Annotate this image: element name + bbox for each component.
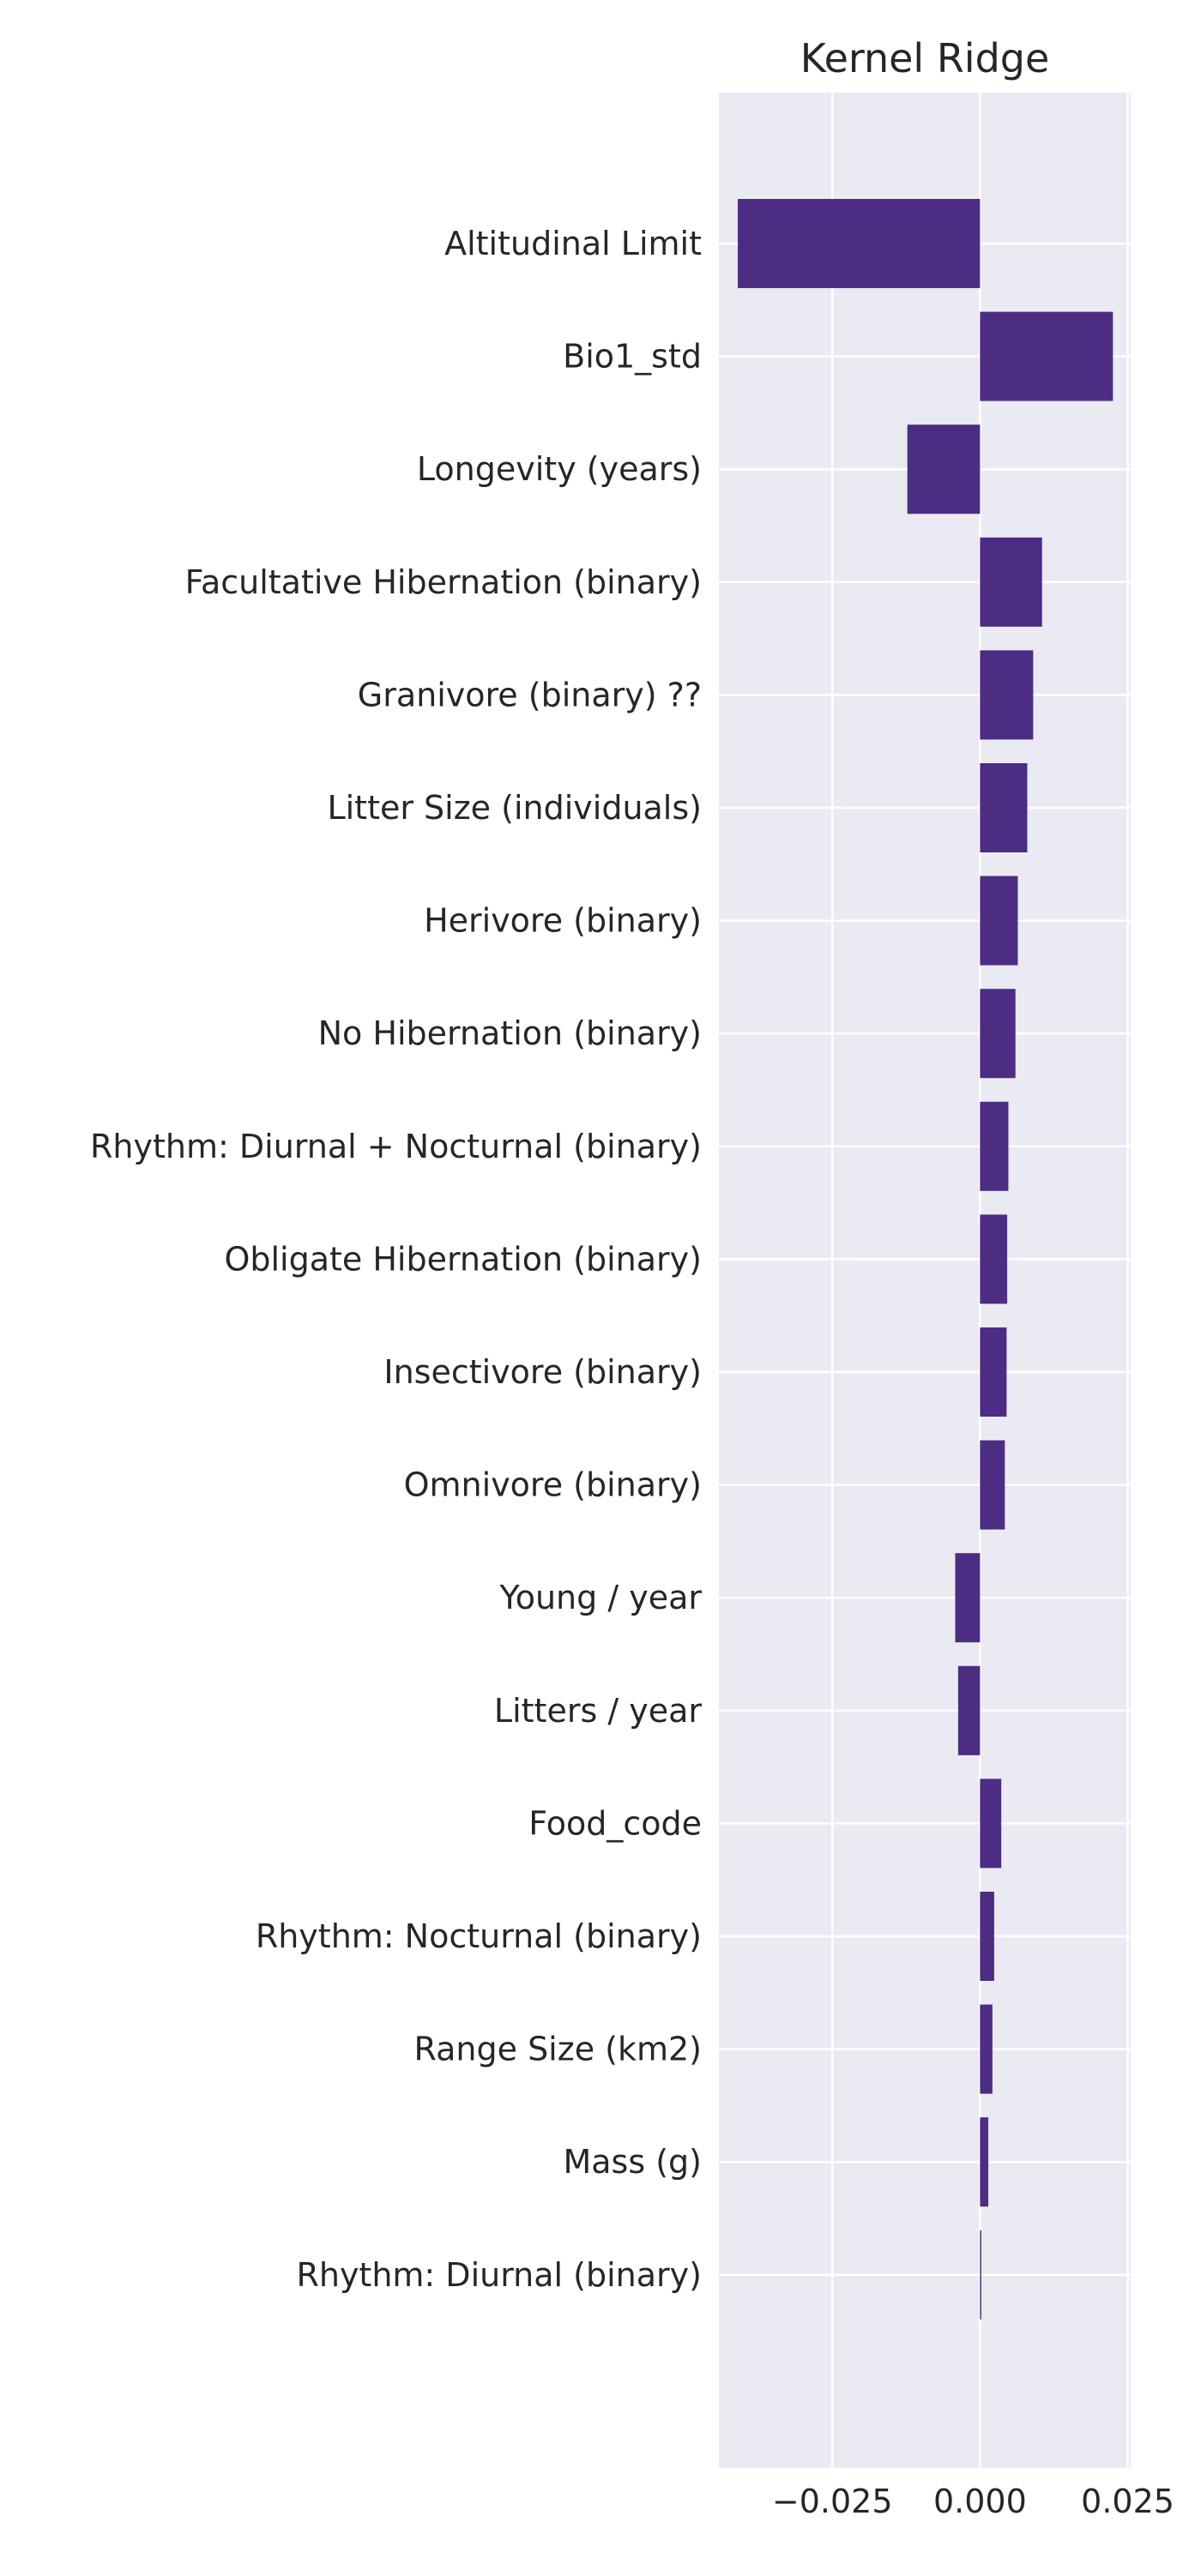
category-label: Insectivore (binary) xyxy=(383,1353,702,1391)
bars xyxy=(738,199,1113,2320)
bar xyxy=(980,989,1016,1079)
x-tick-label: −0.025 xyxy=(772,2483,893,2520)
bar xyxy=(955,1553,981,1643)
category-label: Litters / year xyxy=(494,1692,702,1730)
bar xyxy=(980,1101,1009,1191)
bar xyxy=(980,650,1034,740)
category-label: Longevity (years) xyxy=(417,450,702,488)
chart-title: Kernel Ridge xyxy=(800,35,1050,81)
category-label: Facultative Hibernation (binary) xyxy=(185,563,702,601)
bar xyxy=(980,1779,1002,1869)
bar xyxy=(980,876,1018,966)
bar xyxy=(980,2004,993,2094)
bar xyxy=(957,1665,981,1755)
category-label: Young / year xyxy=(499,1579,703,1616)
bar xyxy=(980,763,1028,852)
bar xyxy=(980,2117,989,2207)
category-label: Herivore (binary) xyxy=(424,902,702,940)
bar xyxy=(980,1327,1007,1417)
category-label: No Hibernation (binary) xyxy=(318,1014,702,1052)
bar xyxy=(980,311,1113,401)
x-tick-label: 0.000 xyxy=(933,2483,1027,2520)
bar xyxy=(738,199,981,288)
category-label: Litter Size (individuals) xyxy=(327,789,702,827)
category-label: Food_code xyxy=(528,1804,702,1842)
bar xyxy=(980,1892,994,1981)
category-label: Mass (g) xyxy=(563,2143,702,2181)
category-label: Bio1_std xyxy=(563,338,702,376)
category-label: Rhythm: Diurnal (binary) xyxy=(296,2256,702,2294)
category-label: Range Size (km2) xyxy=(414,2031,702,2068)
x-tick-labels: −0.025 0.000 0.025 xyxy=(772,2483,1174,2520)
category-label: Omnivore (binary) xyxy=(404,1466,702,1504)
bar xyxy=(907,424,981,515)
category-label: Rhythm: Diurnal + Nocturnal (binary) xyxy=(90,1128,702,1165)
bar xyxy=(980,2230,981,2320)
bar xyxy=(980,537,1042,627)
category-label: Granivore (binary) ?? xyxy=(358,676,702,713)
bar xyxy=(980,1440,1005,1530)
category-label: Rhythm: Nocturnal (binary) xyxy=(256,1917,702,1955)
category-label: Altitudinal Limit xyxy=(444,225,702,262)
category-label: Obligate Hibernation (binary) xyxy=(224,1240,702,1278)
category-labels: Altitudinal Limit Bio1_std Longevity (year… xyxy=(90,225,702,2294)
bar xyxy=(980,1214,1008,1304)
x-tick-label: 0.025 xyxy=(1081,2483,1174,2520)
